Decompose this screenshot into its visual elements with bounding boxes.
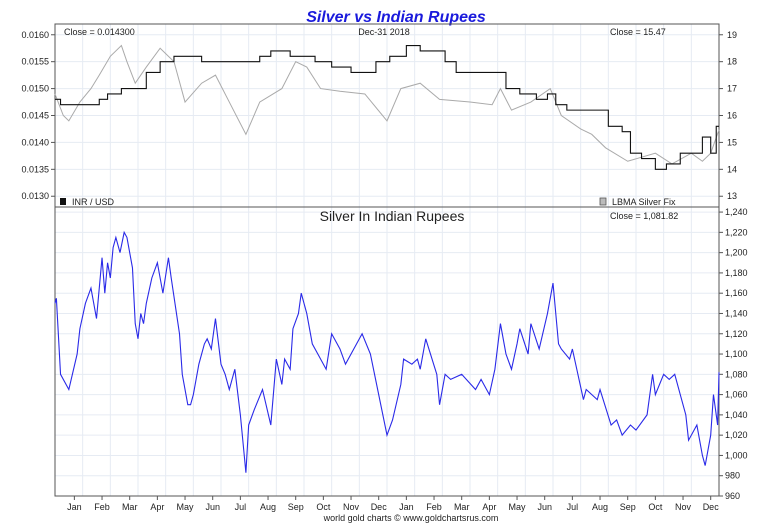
left-axis-tick-label: 0.0150	[21, 84, 49, 94]
right-axis-tick-label: 960	[725, 491, 740, 501]
x-axis-tick-label: Apr	[150, 502, 164, 512]
right-axis-tick-label: 1,140	[725, 308, 748, 318]
x-axis-tick-label: Oct	[648, 502, 663, 512]
x-axis-tick-label: Feb	[426, 502, 442, 512]
right-axis-tick-label: 18	[727, 57, 737, 67]
right-axis-tick-label: 1,240	[725, 207, 748, 217]
left-axis-tick-label: 0.0145	[21, 111, 49, 121]
right-axis-tick-label: 1,020	[725, 430, 748, 440]
inr-close-label: Close = 0.014300	[64, 27, 135, 37]
right-axis-tick-label: 1,040	[725, 410, 748, 420]
right-axis-tick-label: 1,060	[725, 390, 748, 400]
right-axis-tick-label: 1,000	[725, 450, 748, 460]
chart-title: Silver vs Indian Rupees	[306, 9, 486, 26]
x-axis-tick-label: Jul	[235, 502, 247, 512]
axes: 0.0130 0.0135 0.0140 0.0145 0.0150 0.0155 0.01…	[21, 30, 747, 512]
x-axis-tick-label: Dec	[703, 502, 720, 512]
legend-silver-swatch	[599, 197, 607, 206]
right-axis-tick-label: 1,200	[725, 248, 748, 258]
right-axis-tick-label: 1,220	[725, 227, 748, 237]
bottom-panel-frame	[54, 206, 720, 497]
x-axis-tick-label: Feb	[94, 502, 110, 512]
bottom-panel-title: Silver In Indian Rupees	[320, 208, 465, 224]
x-axis-tick-label: Jul	[567, 502, 579, 512]
inr-silver-close-label: Close = 1,081.82	[610, 211, 678, 221]
x-axis-tick-label: Sep	[620, 502, 636, 512]
legend-inr-label: INR / USD	[72, 197, 115, 207]
x-axis-tick-label: May	[509, 502, 527, 512]
right-axis-tick-label: 14	[727, 164, 737, 174]
x-axis-tick-label: Apr	[482, 502, 496, 512]
silver-close-label: Close = 15.47	[610, 27, 666, 37]
right-axis-tick-label: 19	[727, 30, 737, 40]
right-axis-tick-label: 1,100	[725, 349, 748, 359]
date-label: Dec-31 2018	[358, 27, 410, 37]
series-lines	[54, 44, 720, 473]
left-axis-tick-label: 0.0160	[21, 30, 49, 40]
right-axis-tick-label: 13	[727, 191, 737, 201]
x-axis-tick-label: Jan	[67, 502, 82, 512]
x-axis-tick-label: Aug	[592, 502, 608, 512]
series-line-inr-usd	[55, 44, 719, 170]
x-axis-tick-label: Jun	[205, 502, 220, 512]
left-axis-tick-label: 0.0135	[21, 164, 49, 174]
right-axis-tick-label: 15	[727, 137, 737, 147]
x-axis-tick-label: Mar	[454, 502, 470, 512]
x-axis-tick-label: May	[177, 502, 195, 512]
left-axis-tick-label: 0.0155	[21, 57, 49, 67]
right-axis-tick-label: 980	[725, 471, 740, 481]
x-axis-tick-label: Oct	[316, 502, 331, 512]
x-axis-tick-label: Jun	[537, 502, 552, 512]
x-axis-tick-label: Nov	[675, 502, 692, 512]
footer-credit: world gold charts © www.goldchartsrus.co…	[323, 513, 499, 523]
right-axis-tick-label: 1,080	[725, 369, 748, 379]
x-axis-tick-label: Dec	[371, 502, 388, 512]
legend-silver-label: LBMA Silver Fix	[612, 197, 676, 207]
x-axis-tick-label: Jan	[399, 502, 414, 512]
grid-lines	[55, 24, 719, 497]
series-line-silver-inr	[54, 230, 720, 473]
right-axis-tick-label: 1,120	[725, 329, 748, 339]
legend-inr-swatch	[60, 198, 66, 205]
x-axis-tick-label: Nov	[343, 502, 360, 512]
left-axis-tick-label: 0.0130	[21, 191, 49, 201]
left-axis-tick-label: 0.0140	[21, 137, 49, 147]
x-axis-tick-label: Sep	[288, 502, 304, 512]
x-axis-tick-label: Aug	[260, 502, 276, 512]
right-axis-tick-label: 1,180	[725, 268, 748, 278]
right-axis-tick-label: 1,160	[725, 288, 748, 298]
series-line-lbma-silver-fix	[54, 44, 720, 165]
x-axis-tick-label: Mar	[122, 502, 138, 512]
right-axis-tick-label: 16	[727, 111, 737, 121]
right-axis-tick-label: 17	[727, 84, 737, 94]
